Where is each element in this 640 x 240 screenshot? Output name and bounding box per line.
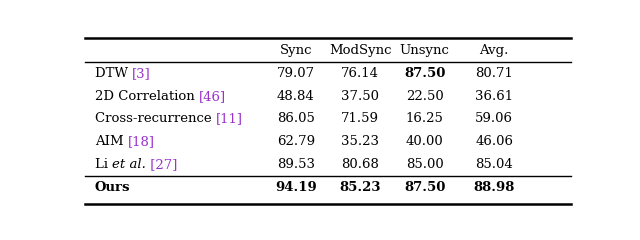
Text: [11]: [11] [216,112,243,126]
Text: 80.71: 80.71 [476,67,513,80]
Text: 48.84: 48.84 [277,90,315,103]
Text: 2D Correlation: 2D Correlation [95,90,199,103]
Text: Unsync: Unsync [400,44,450,57]
Text: 46.06: 46.06 [475,135,513,148]
Text: 79.07: 79.07 [276,67,315,80]
Text: 35.23: 35.23 [341,135,380,148]
Text: Avg.: Avg. [479,44,509,57]
Text: Sync: Sync [280,44,312,57]
Text: [46]: [46] [199,90,226,103]
Text: 80.68: 80.68 [341,158,379,171]
Text: DTW: DTW [95,67,132,80]
Text: Li: Li [95,158,112,171]
Text: 85.23: 85.23 [339,181,381,194]
Text: 71.59: 71.59 [341,112,380,126]
Text: 88.98: 88.98 [474,181,515,194]
Text: 62.79: 62.79 [276,135,315,148]
Text: et al.: et al. [112,158,146,171]
Text: 86.05: 86.05 [277,112,315,126]
Text: Ours: Ours [95,181,131,194]
Text: 76.14: 76.14 [341,67,380,80]
Text: 40.00: 40.00 [406,135,444,148]
Text: 87.50: 87.50 [404,181,445,194]
Text: Cross-recurrence: Cross-recurrence [95,112,216,126]
Text: 16.25: 16.25 [406,112,444,126]
Text: 37.50: 37.50 [341,90,380,103]
Text: [18]: [18] [128,135,155,148]
Text: 22.50: 22.50 [406,90,444,103]
Text: [27]: [27] [146,158,177,171]
Text: 89.53: 89.53 [276,158,315,171]
Text: 59.06: 59.06 [475,112,513,126]
Text: 94.19: 94.19 [275,181,317,194]
Text: 85.04: 85.04 [476,158,513,171]
Text: [3]: [3] [132,67,151,80]
Text: 87.50: 87.50 [404,67,445,80]
Text: 36.61: 36.61 [475,90,513,103]
Text: AIM: AIM [95,135,128,148]
Text: ModSync: ModSync [329,44,392,57]
Text: 85.00: 85.00 [406,158,444,171]
